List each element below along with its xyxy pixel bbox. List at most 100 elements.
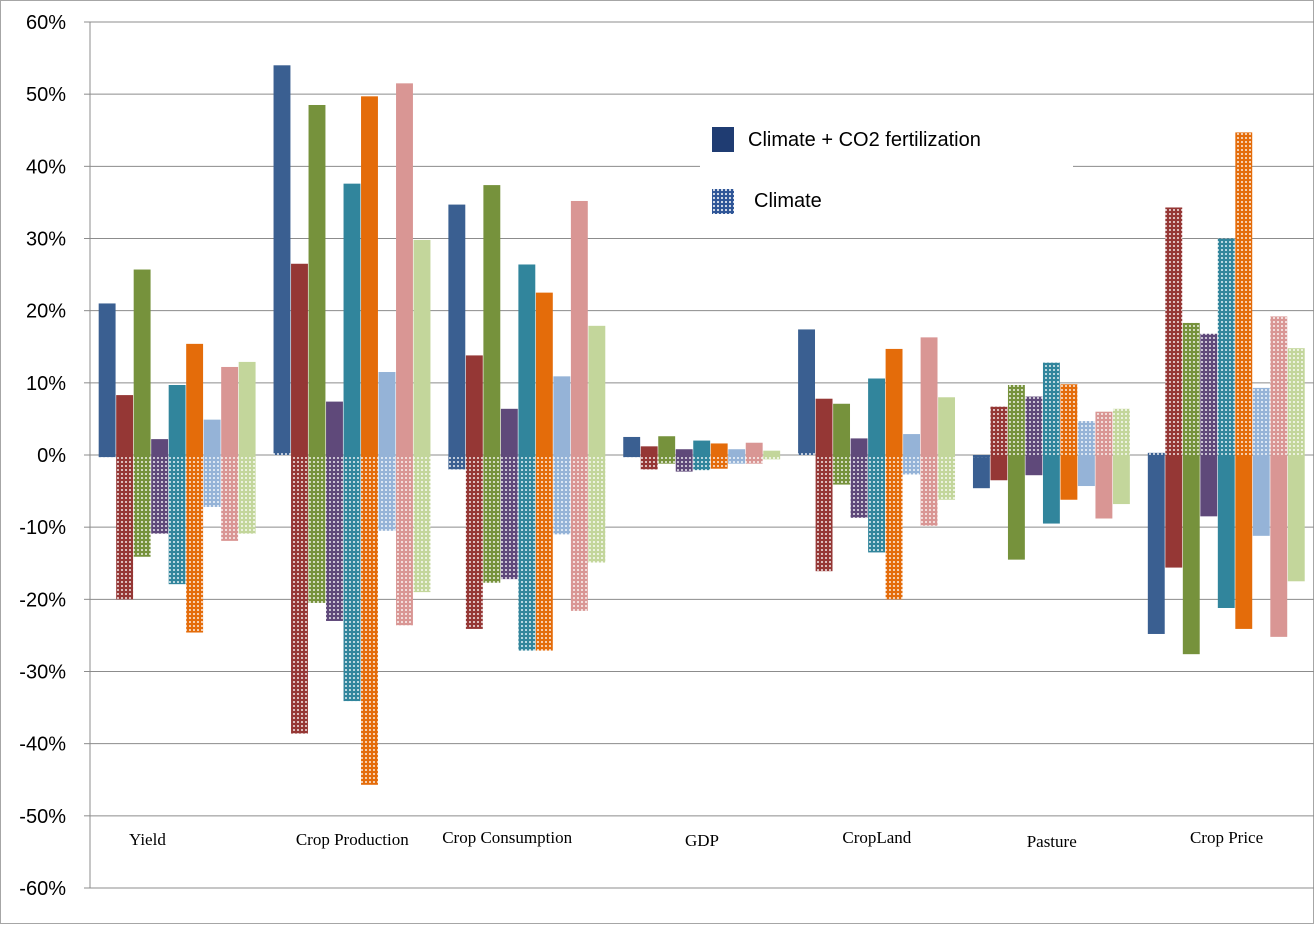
bar-climate-co2-crop-price-1: [1147, 455, 1165, 634]
bar-climate-gdp-3: [658, 455, 676, 464]
y-tick-label: 30%: [26, 229, 66, 251]
bar-climate-co2-crop-production-3: [308, 104, 326, 456]
bar-climate-crop-consumption-5: [518, 455, 536, 651]
bar-climate-cropland-2: [815, 455, 833, 572]
legend-box: [700, 114, 1073, 232]
bar-climate-gdp-4: [675, 455, 693, 472]
bar-climate-crop-price-6: [1235, 132, 1253, 455]
bar-climate-co2-crop-consumption-9: [588, 325, 606, 455]
bar-climate-yield-4: [151, 455, 169, 534]
bar-climate-co2-crop-consumption-8: [570, 200, 588, 455]
bar-climate-pasture-7: [1077, 421, 1095, 455]
bar-climate-crop-price-1: [1147, 452, 1165, 455]
bar-climate-co2-cropland-3: [833, 403, 851, 455]
legend-swatch-dotted: [712, 189, 734, 214]
bar-climate-crop-price-3: [1182, 322, 1200, 455]
legend: Climate + CO2 fertilization Climate: [700, 114, 1073, 232]
bar-climate-crop-production-1: [273, 451, 291, 455]
x-axis-category-labels: Yield Crop Production Crop Consumption GDP C…: [129, 828, 1263, 851]
bar-climate-co2-crop-consumption-5: [518, 264, 536, 455]
bar-climate-cropland-7: [903, 455, 921, 475]
bar-climate-co2-cropland-2: [815, 398, 833, 455]
bar-climate-co2-cropland-5: [868, 378, 886, 455]
bar-climate-pasture-3: [1007, 385, 1025, 455]
bar-climate-pasture-1: [972, 455, 990, 458]
bar-climate-crop-consumption-1: [448, 455, 466, 470]
bar-climate-co2-crop-price-4: [1200, 455, 1218, 517]
bar-climate-co2-pasture-7: [1077, 455, 1095, 487]
bar-climate-crop-production-3: [308, 455, 326, 603]
bar-climate-pasture-2: [990, 406, 1008, 455]
bar-climate-crop-price-5: [1217, 238, 1235, 455]
bar-climate-co2-crop-consumption-4: [500, 408, 518, 455]
bar-climate-gdp-6: [710, 455, 728, 469]
bar-climate-co2-crop-production-6: [361, 96, 378, 455]
x-category-label: Pasture: [1027, 832, 1077, 851]
bar-climate-co2-cropland-8: [920, 337, 938, 455]
bar-climate-co2-crop-price-9: [1287, 455, 1305, 582]
bar-climate-pasture-9: [1112, 408, 1130, 455]
bar-climate-co2-crop-production-1: [273, 65, 291, 456]
bar-climate-co2-gdp-3: [658, 436, 676, 455]
bar-climate-cropland-1: [798, 452, 816, 455]
bar-climate-crop-price-4: [1200, 333, 1218, 455]
bar-climate-co2-crop-production-4: [326, 401, 343, 455]
bar-climate-co2-pasture-5: [1042, 455, 1060, 524]
legend-label-climate: Climate: [754, 190, 822, 212]
bar-climate-co2-crop-consumption-2: [465, 355, 483, 455]
bar-climate-co2-crop-production-2: [291, 263, 308, 455]
x-category-label: Yield: [129, 830, 166, 849]
bar-climate-yield-3: [133, 455, 151, 557]
y-tick-label: -60%: [19, 878, 66, 900]
bar-climate-co2-crop-price-2: [1165, 455, 1183, 568]
bar-climate-pasture-6: [1060, 384, 1078, 455]
legend-swatch-solid: [712, 127, 734, 152]
bar-climate-co2-crop-price-7: [1252, 455, 1270, 536]
bars: [98, 65, 1305, 785]
x-category-label: Crop Consumption: [442, 828, 572, 847]
bar-climate-co2-yield-7: [203, 419, 221, 455]
bar-climate-co2-crop-price-3: [1182, 455, 1200, 655]
bar-climate-crop-production-4: [326, 455, 343, 621]
bar-climate-co2-pasture-6: [1060, 455, 1078, 500]
bar-climate-crop-production-8: [396, 455, 413, 626]
bar-climate-co2-gdp-6: [710, 443, 728, 455]
bar-climate-cropland-5: [868, 455, 886, 553]
y-tick-label: 0%: [37, 445, 66, 467]
bar-climate-co2-cropland-1: [798, 329, 816, 455]
bar-climate-co2-pasture-8: [1095, 455, 1113, 519]
bar-climate-yield-8: [221, 455, 239, 541]
bar-climate-yield-9: [238, 455, 256, 534]
bar-climate-co2-gdp-2: [640, 446, 658, 455]
x-category-label: Crop Production: [296, 830, 409, 849]
y-tick-label: 60%: [26, 12, 66, 34]
bar-climate-co2-yield-4: [151, 439, 169, 455]
bar-climate-pasture-8: [1095, 411, 1113, 455]
bar-climate-crop-production-6: [361, 455, 378, 785]
y-tick-label: 20%: [26, 301, 66, 323]
bar-climate-crop-price-9: [1287, 348, 1305, 455]
bar-climate-co2-gdp-5: [693, 440, 711, 455]
bar-climate-co2-yield-8: [221, 366, 239, 455]
bar-climate-yield-5: [168, 455, 186, 585]
bar-climate-pasture-4: [1025, 396, 1043, 455]
bar-climate-crop-consumption-7: [553, 455, 571, 535]
x-category-label: GDP: [685, 831, 719, 850]
x-category-label: Crop Price: [1190, 828, 1263, 847]
bar-climate-co2-pasture-3: [1007, 455, 1025, 560]
y-axis-tick-labels: 60% 50% 40% 30% 20% 10% 0% -10% -20% -30% -40% -50%…: [19, 12, 66, 900]
bar-climate-crop-production-9: [413, 455, 431, 593]
bar-climate-co2-pasture-9: [1112, 455, 1130, 505]
bar-climate-co2-crop-price-5: [1217, 455, 1235, 608]
bar-climate-gdp-7: [728, 455, 746, 464]
bar-climate-crop-consumption-6: [535, 455, 553, 651]
y-tick-label: -20%: [19, 589, 66, 611]
bar-climate-crop-consumption-3: [483, 455, 501, 583]
bar-climate-co2-gdp-4: [675, 449, 693, 455]
bar-climate-co2-gdp-9: [763, 450, 781, 455]
bar-climate-crop-price-7: [1252, 387, 1270, 455]
bar-climate-crop-consumption-2: [465, 455, 483, 629]
bar-climate-cropland-4: [850, 455, 868, 518]
bar-climate-co2-yield-5: [168, 385, 186, 455]
bar-climate-co2-yield-3: [133, 269, 151, 455]
